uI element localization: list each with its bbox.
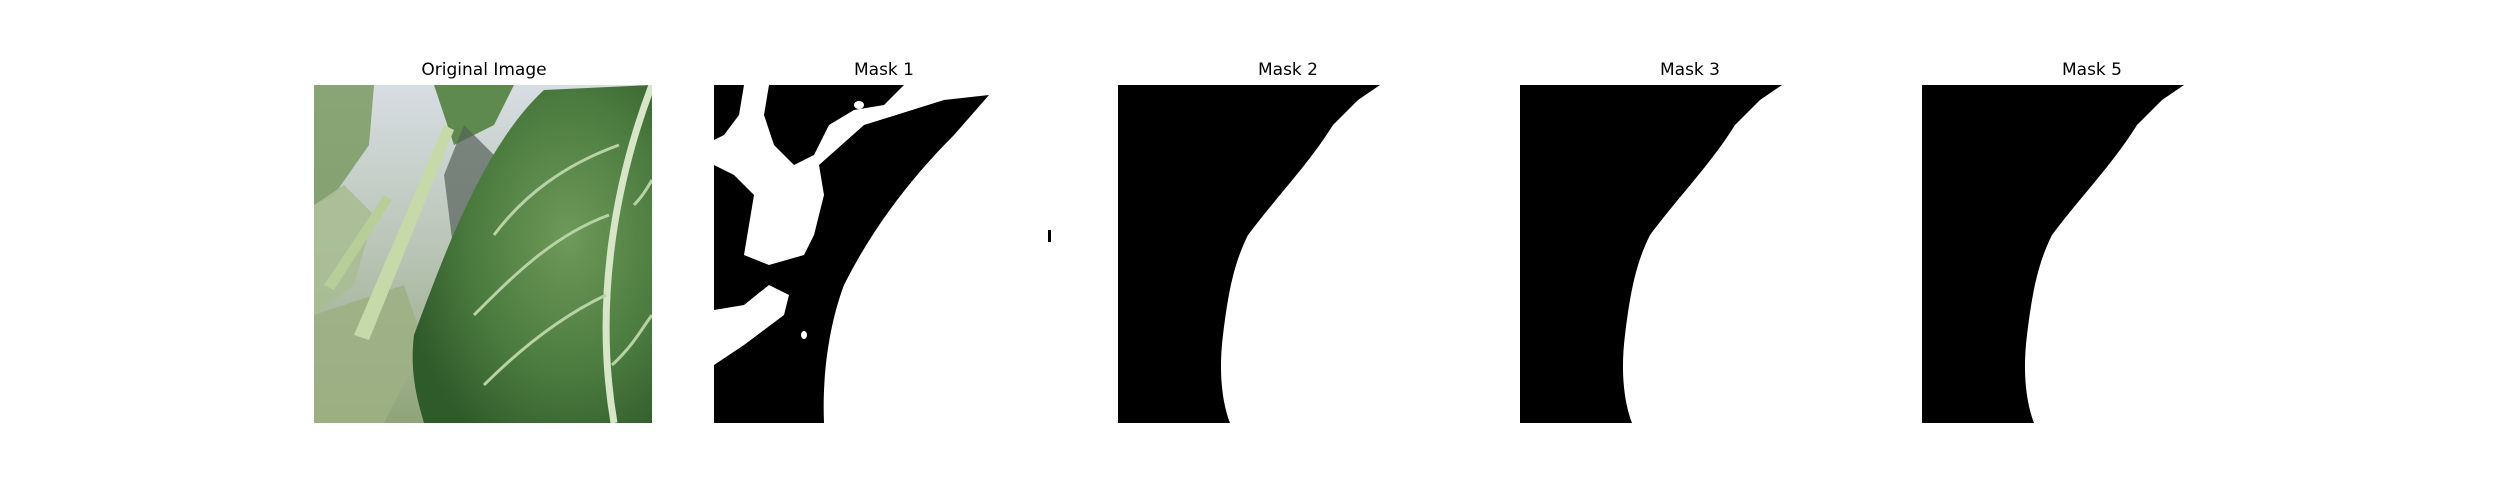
- mask-1-image: [714, 85, 1052, 423]
- panel-original-image: Original Image: [314, 0, 654, 500]
- panel-mask-3: Mask 3: [1520, 0, 1860, 500]
- mask-5-image: [1922, 85, 2260, 423]
- panel-title: Mask 2: [1118, 59, 1458, 81]
- mask-2-image: [1118, 85, 1456, 423]
- panel-title: Mask 3: [1520, 59, 1860, 81]
- original-image: [314, 85, 652, 423]
- panel-title: Original Image: [314, 59, 654, 81]
- panel-title: Mask 5: [1922, 59, 2262, 81]
- panel-mask-1: Mask 1: [714, 0, 1054, 500]
- panel-mask-2: Mask 2: [1118, 0, 1458, 500]
- panel-mask-5: Mask 5: [1922, 0, 2262, 500]
- mask-3-image: [1520, 85, 1858, 423]
- panel-title: Mask 1: [714, 59, 1054, 81]
